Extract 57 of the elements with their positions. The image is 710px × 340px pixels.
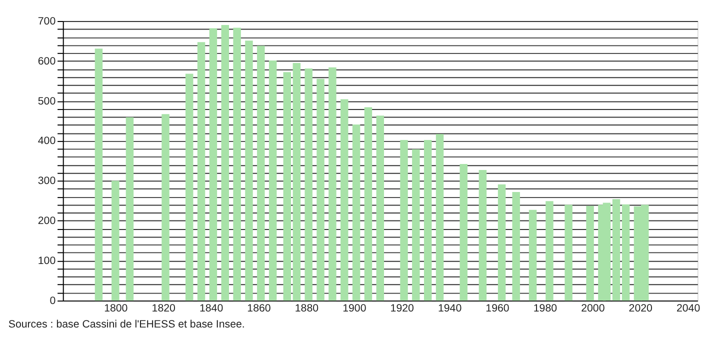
bar	[546, 201, 554, 301]
source-note: Sources : base Cassini de l'EHESS et base Insee.	[8, 318, 245, 331]
bar	[586, 206, 594, 301]
bar	[112, 180, 120, 301]
x-tick-label: 1860	[247, 302, 271, 315]
bar	[162, 114, 170, 301]
bar	[478, 170, 487, 301]
bar	[460, 164, 468, 301]
bar	[257, 46, 265, 301]
x-tick-label: 2040	[676, 302, 700, 315]
y-tick-label: 100	[38, 255, 56, 268]
x-tick-label: 1800	[104, 302, 128, 315]
bar	[376, 116, 384, 301]
bar	[268, 60, 277, 301]
x-tick-label: 1820	[152, 302, 176, 315]
y-tick-label: 200	[38, 215, 56, 228]
bar	[352, 124, 360, 301]
bar	[340, 99, 348, 301]
x-tick-label: 1980	[533, 302, 558, 315]
bar	[126, 117, 134, 301]
bar	[400, 140, 408, 301]
bar	[245, 40, 253, 301]
bar	[292, 62, 301, 301]
y-tick-label: 300	[38, 175, 56, 188]
bar	[424, 140, 432, 301]
y-tick-label: 500	[38, 95, 56, 108]
bar	[233, 28, 241, 301]
bar	[364, 107, 372, 301]
bar	[197, 42, 206, 301]
x-tick-label: 1900	[342, 302, 366, 315]
y-tick-label: 700	[38, 15, 56, 28]
y-tick-label: 600	[38, 55, 56, 68]
bar	[436, 134, 444, 301]
bar	[528, 210, 537, 301]
bar	[412, 149, 420, 301]
bar	[94, 48, 103, 301]
bar	[564, 204, 572, 301]
x-tick-label: 1960	[486, 302, 510, 315]
x-tick-label: 1940	[438, 302, 462, 315]
x-tick-label: 1840	[199, 302, 224, 315]
bar	[316, 78, 324, 301]
y-tick-label: 400	[38, 135, 56, 148]
x-tick-label: 1880	[294, 302, 319, 315]
bar	[512, 192, 520, 301]
bar	[328, 67, 336, 301]
x-tick-label: 2000	[581, 302, 605, 315]
bar	[209, 28, 218, 301]
x-tick-label: 2020	[628, 302, 653, 315]
bar	[221, 25, 229, 301]
y-tick-label: 0	[50, 294, 56, 307]
x-tick-label: 1920	[390, 302, 414, 315]
bar	[304, 68, 312, 301]
bar	[622, 204, 630, 301]
bar	[612, 199, 620, 301]
bar	[283, 72, 292, 301]
bar	[185, 74, 194, 301]
bar	[498, 184, 506, 301]
